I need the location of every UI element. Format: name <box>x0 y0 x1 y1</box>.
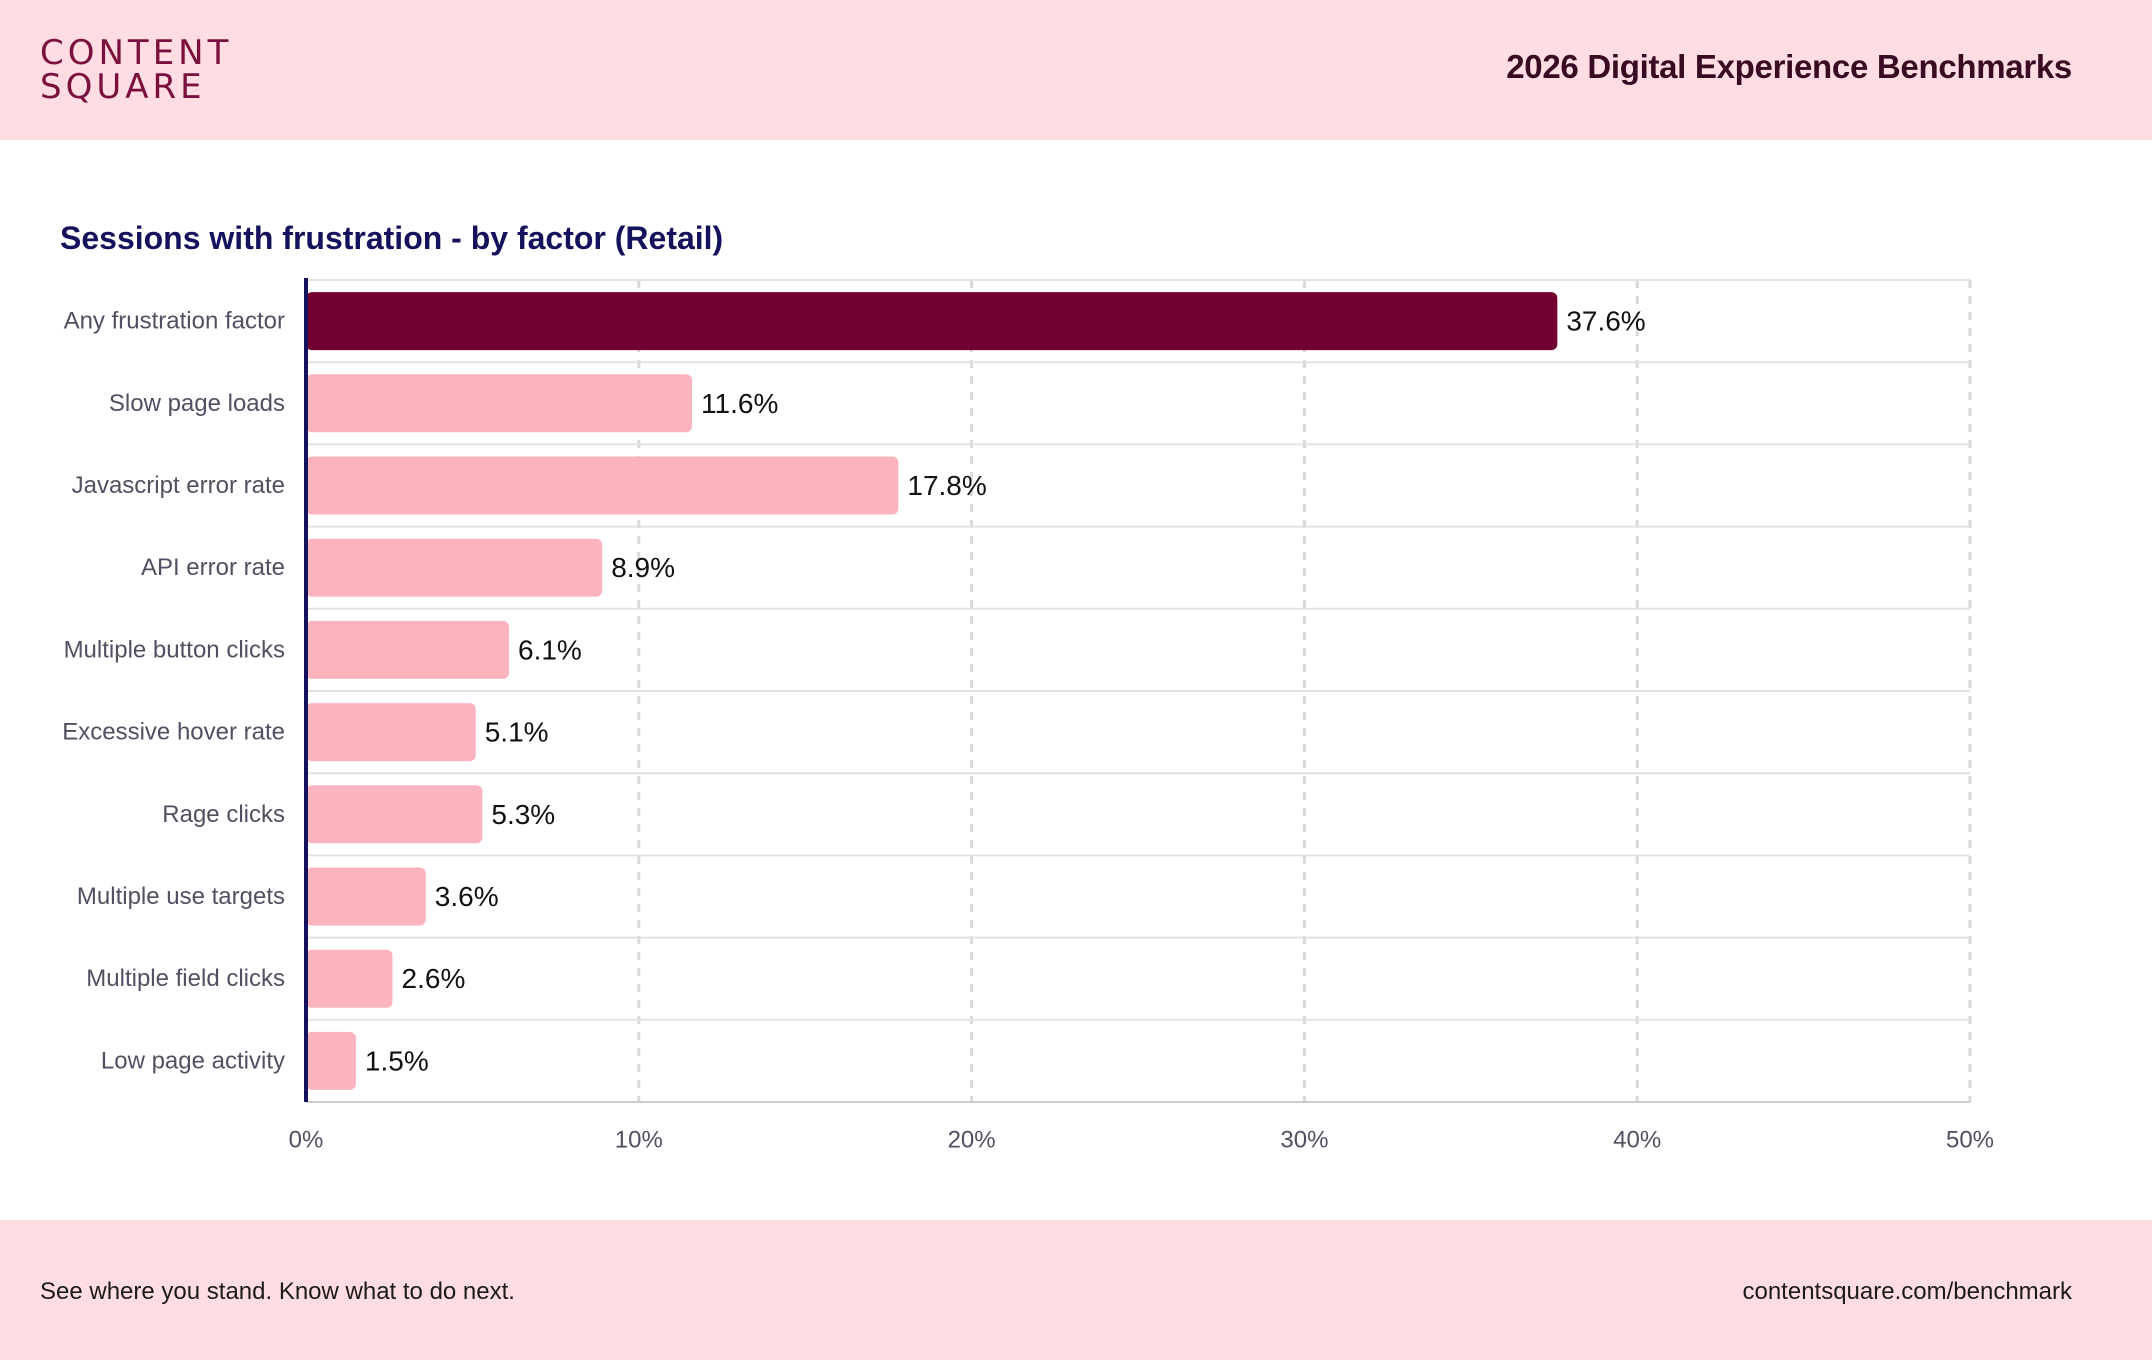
bar-4 <box>306 620 510 679</box>
footer-tagline: See where you stand. Know what to do nex… <box>40 1278 515 1305</box>
bar-9 <box>306 1031 356 1090</box>
bar-3 <box>306 538 603 597</box>
category-label-8: Multiple field clicks <box>86 965 285 992</box>
x-tick-label-10: 10% <box>615 1127 663 1154</box>
value-label-9: 1.5% <box>365 1045 429 1076</box>
x-tick-label-40: 40% <box>1613 1127 1661 1154</box>
value-label-8: 2.6% <box>402 963 466 994</box>
bar-6 <box>306 785 483 844</box>
value-label-0: 37.6% <box>1566 306 1645 337</box>
category-label-2: Javascript error rate <box>72 472 285 499</box>
value-label-4: 6.1% <box>518 634 582 665</box>
category-label-7: Multiple use targets <box>77 883 285 910</box>
report-title: 2026 Digital Experience Benchmarks <box>1506 48 2072 85</box>
value-label-1: 11.6% <box>701 388 778 419</box>
x-tick-label-0: 0% <box>289 1127 324 1154</box>
bar-5 <box>306 703 476 762</box>
category-label-9: Low page activity <box>101 1047 285 1074</box>
value-label-6: 5.3% <box>491 799 555 830</box>
category-label-5: Excessive hover rate <box>62 719 285 746</box>
bar-1 <box>306 374 693 433</box>
value-label-2: 17.8% <box>907 470 986 501</box>
category-label-0: Any frustration factor <box>64 308 285 335</box>
bar-8 <box>306 949 393 1008</box>
header-banner: CONTENT SQUARE 2026 Digital Experience B… <box>0 0 2152 140</box>
value-label-5: 5.1% <box>485 717 549 748</box>
bar-7 <box>306 867 426 926</box>
value-label-3: 8.9% <box>611 552 675 583</box>
bar-2 <box>306 456 899 515</box>
logo-line-1: CONTENT <box>40 33 233 73</box>
category-label-1: Slow page loads <box>109 390 285 417</box>
category-label-6: Rage clicks <box>162 801 285 828</box>
logo-line-2: SQUARE <box>40 67 206 107</box>
bar-0 <box>306 292 1558 351</box>
x-tick-label-30: 30% <box>1280 1127 1328 1154</box>
x-tick-label-50: 50% <box>1946 1127 1994 1154</box>
contentsquare-logo[interactable]: CONTENT SQUARE <box>40 36 232 104</box>
category-label-3: API error rate <box>141 554 285 581</box>
category-label-4: Multiple button clicks <box>64 636 285 663</box>
value-label-7: 3.6% <box>435 881 499 912</box>
footer-site-link[interactable]: contentsquare.com/benchmark <box>1742 1278 2072 1305</box>
x-tick-label-20: 20% <box>948 1127 996 1154</box>
chart-title: Sessions with frustration - by factor (R… <box>60 220 724 256</box>
footer-banner: See where you stand. Know what to do nex… <box>0 1220 2152 1360</box>
bar-chart: Any frustration factor 37.6% Slow page loa… <box>62 278 1994 1154</box>
